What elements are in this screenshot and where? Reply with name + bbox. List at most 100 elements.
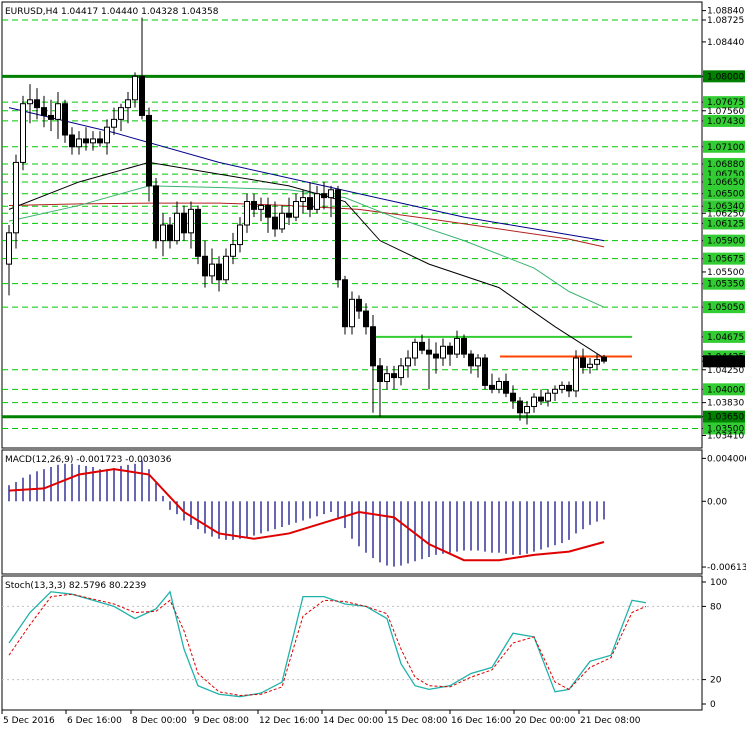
price-label-bg-7 bbox=[703, 140, 745, 153]
candle-2 bbox=[20, 95, 26, 171]
candle-57 bbox=[405, 350, 411, 378]
price-tick-label-27: 1.03500 bbox=[707, 424, 744, 434]
candle-body-41 bbox=[293, 201, 299, 218]
candle-66 bbox=[468, 350, 474, 374]
candle-body-57 bbox=[405, 357, 411, 367]
candle-body-83 bbox=[587, 363, 593, 368]
candle-41 bbox=[293, 193, 299, 222]
candle-body-63 bbox=[447, 345, 453, 355]
price-label-bg-24 bbox=[703, 383, 745, 396]
candle-1 bbox=[13, 154, 19, 249]
price-tick-label-12: 1.06340 bbox=[707, 202, 744, 212]
moving-average-3 bbox=[8, 161, 605, 359]
candle-body-13 bbox=[97, 138, 103, 144]
candle-73 bbox=[517, 397, 523, 421]
price-label-bg-18 bbox=[703, 277, 745, 290]
price-panel-frame bbox=[1, 1, 703, 449]
candle-body-7 bbox=[55, 103, 61, 120]
candle-body-51 bbox=[363, 310, 369, 328]
candle-body-11 bbox=[83, 138, 89, 144]
candle-body-21 bbox=[153, 185, 159, 242]
candle-24 bbox=[174, 201, 180, 245]
candle-77 bbox=[545, 389, 551, 407]
candle-12 bbox=[90, 131, 96, 151]
candle-body-84 bbox=[594, 359, 600, 365]
candle-body-81 bbox=[573, 357, 579, 392]
price-tick-label-25: 1.03830 bbox=[707, 399, 744, 409]
candle-40 bbox=[286, 197, 292, 225]
candle-27 bbox=[195, 205, 201, 265]
stoch-panel[interactable]: 100 80 20 0 Stoch(13,3,3) 82.5796 80.2239 bbox=[1, 575, 727, 711]
candle-body-52 bbox=[370, 326, 376, 367]
candle-79 bbox=[559, 381, 565, 394]
price-tick-label-14: 1.06125 bbox=[707, 219, 744, 229]
price-tick-label-3: 1.08000 bbox=[707, 72, 744, 82]
candle-body-70 bbox=[496, 380, 502, 390]
candle-84 bbox=[594, 354, 600, 370]
candle-19 bbox=[139, 17, 145, 120]
candle-64 bbox=[454, 330, 460, 359]
macd-axis: 0.004006 0.00 -0.006137 bbox=[702, 454, 746, 573]
candle-48 bbox=[342, 275, 348, 335]
candle-74 bbox=[524, 401, 530, 425]
price-tick-label-17: 1.05500 bbox=[707, 268, 744, 278]
candle-44 bbox=[314, 185, 320, 214]
price-panel-title: EURUSD,H4 1.04417 1.04440 1.04328 1.0435… bbox=[5, 7, 219, 17]
candle-body-14 bbox=[104, 126, 110, 144]
price-label-bg-8 bbox=[703, 157, 745, 170]
macd-signal-path bbox=[8, 468, 605, 562]
price-tick-label-2: 1.08440 bbox=[707, 38, 744, 48]
candle-body-53 bbox=[377, 365, 383, 382]
current-price-bg bbox=[703, 355, 745, 368]
candle-65 bbox=[461, 334, 467, 359]
candle-body-33 bbox=[237, 224, 243, 246]
candle-body-71 bbox=[503, 380, 509, 394]
price-label-bg-15 bbox=[703, 234, 745, 247]
time-tick-label-7: 16 Dec 16:00 bbox=[451, 716, 512, 726]
macd-tick-label-2: -0.006137 bbox=[707, 563, 746, 573]
candle-29 bbox=[209, 248, 215, 284]
price-tick-label-0: 1.08840 bbox=[707, 7, 744, 17]
candle-body-56 bbox=[398, 365, 404, 379]
candle-21 bbox=[153, 178, 159, 249]
candle-6 bbox=[48, 99, 54, 132]
candle-75 bbox=[531, 393, 537, 413]
macd-panel[interactable]: 0.004006 0.00 -0.006137 MACD(12,26,9) -0.0… bbox=[1, 449, 746, 575]
price-label-bg-27 bbox=[703, 422, 745, 435]
time-tick-label-9: 21 Dec 08:00 bbox=[580, 716, 641, 726]
candle-body-77 bbox=[545, 392, 551, 402]
candle-58 bbox=[412, 338, 418, 366]
candle-30 bbox=[216, 256, 222, 292]
time-tick-label-8: 20 Dec 00:00 bbox=[515, 716, 576, 726]
candle-body-75 bbox=[531, 396, 537, 408]
candle-15 bbox=[111, 107, 117, 136]
candle-20 bbox=[146, 107, 152, 202]
price-label-bg-12 bbox=[703, 200, 745, 213]
candle-51 bbox=[363, 303, 369, 335]
candle-9 bbox=[69, 127, 75, 155]
candle-body-26 bbox=[188, 208, 194, 234]
candle-7 bbox=[55, 91, 61, 139]
candle-body-73 bbox=[517, 400, 523, 414]
candle-body-34 bbox=[244, 201, 250, 226]
candle-body-28 bbox=[202, 255, 208, 277]
candle-0 bbox=[6, 225, 12, 296]
macd-tick-label-1: 0.00 bbox=[707, 497, 727, 507]
price-tick-label-7: 1.07100 bbox=[707, 143, 744, 153]
candle-76 bbox=[538, 389, 544, 405]
candle-28 bbox=[202, 240, 208, 288]
candle-body-5 bbox=[41, 107, 47, 116]
candle-body-39 bbox=[279, 212, 285, 230]
candle-body-65 bbox=[461, 337, 467, 355]
candle-5 bbox=[41, 95, 47, 128]
candle-body-15 bbox=[111, 118, 117, 128]
candle-33 bbox=[237, 217, 243, 253]
candle-body-17 bbox=[125, 99, 131, 109]
stoch-tick-label-3: 0 bbox=[710, 700, 716, 710]
candle-body-48 bbox=[342, 279, 348, 328]
candle-body-18 bbox=[132, 75, 138, 101]
price-label-bg-11 bbox=[703, 187, 745, 200]
candle-body-43 bbox=[307, 197, 313, 210]
